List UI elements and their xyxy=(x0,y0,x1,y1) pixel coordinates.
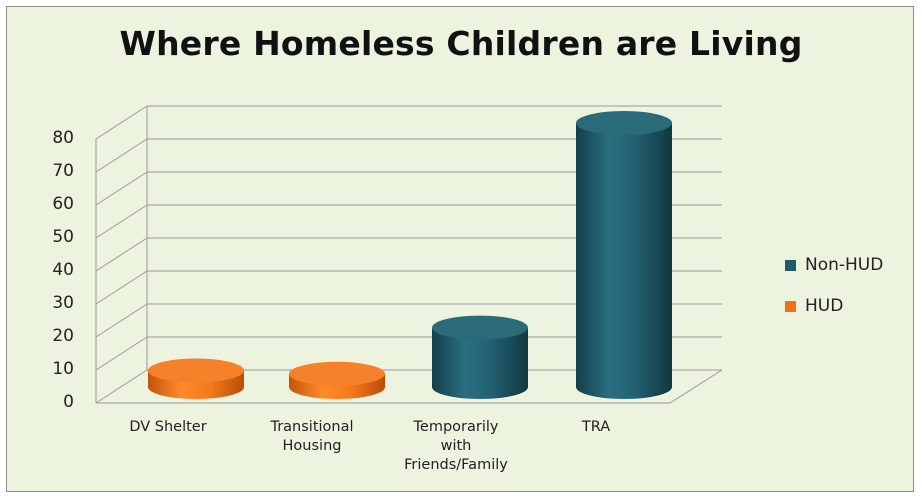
bar-top xyxy=(148,358,244,383)
gridline-side xyxy=(95,171,148,206)
y-tick-label: 30 xyxy=(52,293,74,313)
x-tick-label: Temporarily with Friends/Family xyxy=(404,419,508,473)
gridline-side xyxy=(95,270,148,305)
legend-label-non-hud: Non-HUD xyxy=(805,255,884,275)
bar-body xyxy=(576,123,672,399)
gridline-side xyxy=(95,105,148,140)
legend-label-hud: HUD xyxy=(805,296,844,316)
legend-item-non-hud: Non-HUD xyxy=(785,255,883,275)
bar-non-hud xyxy=(576,111,672,399)
bar-top xyxy=(289,361,385,386)
y-tick-label: 50 xyxy=(52,227,74,247)
bar-non-hud xyxy=(432,315,528,399)
x-tick-label: DV Shelter xyxy=(129,419,207,435)
bar-body xyxy=(432,327,528,399)
bar-hud xyxy=(148,358,244,399)
legend-swatch-hud xyxy=(785,300,796,312)
y-tick-label: 0 xyxy=(63,392,74,412)
y-tick-label: 60 xyxy=(52,194,74,214)
floor-edge xyxy=(96,369,723,404)
gridline-side xyxy=(95,204,148,239)
chart-title: Where Homeless Children are Living xyxy=(119,24,803,63)
y-tick-label: 80 xyxy=(52,128,74,148)
legend-swatch-non-hud xyxy=(785,259,796,271)
bar-hud xyxy=(289,361,385,399)
x-tick-label: TRA xyxy=(581,419,611,435)
y-tick-label: 40 xyxy=(52,260,74,280)
chart-area xyxy=(6,6,914,492)
gridline-side xyxy=(95,237,148,272)
legend: Non-HUD HUD xyxy=(785,255,883,337)
gridline-side xyxy=(95,138,148,173)
gridline-side xyxy=(95,336,148,371)
x-tick-label: Transitional Housing xyxy=(270,419,354,454)
y-tick-label: 10 xyxy=(52,359,74,379)
bar-top xyxy=(432,315,528,340)
y-tick-label: 20 xyxy=(52,326,74,346)
gridline-side xyxy=(95,369,148,404)
legend-item-hud: HUD xyxy=(785,296,883,316)
gridline-side xyxy=(95,303,148,338)
bar-top xyxy=(576,111,672,135)
y-tick-label: 70 xyxy=(52,161,74,181)
